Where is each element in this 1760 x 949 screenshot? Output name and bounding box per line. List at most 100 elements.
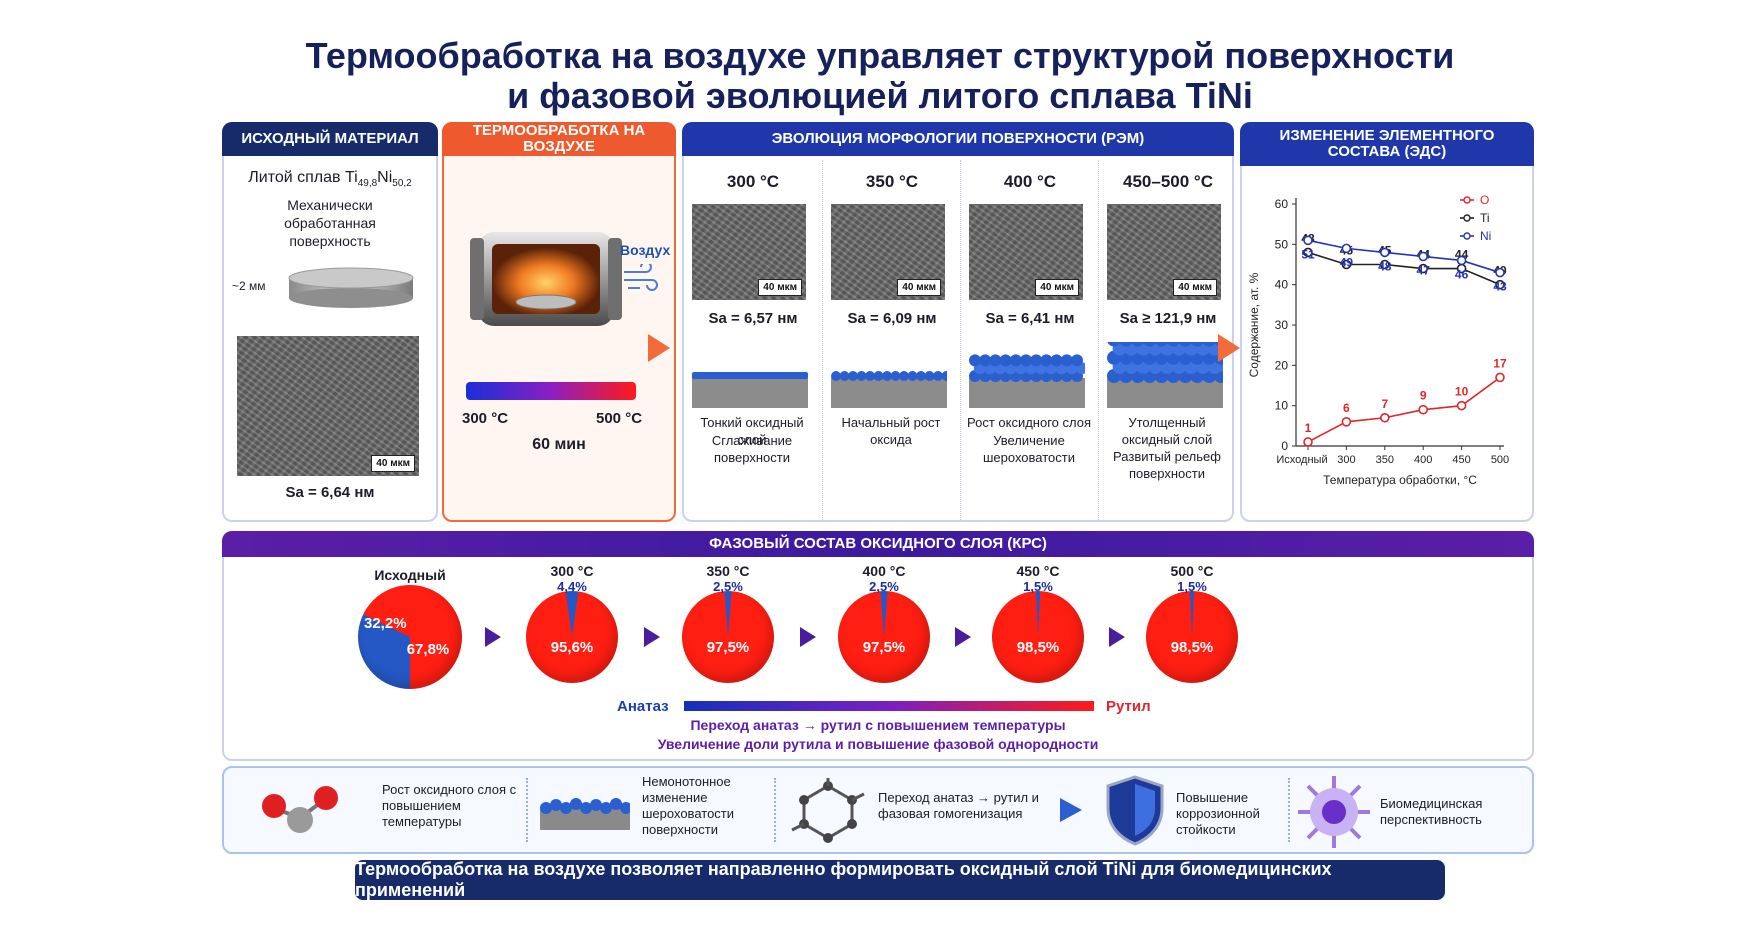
- oxide-grain: [831, 371, 841, 381]
- data-point: [1303, 437, 1313, 447]
- data-label: 46: [1455, 267, 1469, 281]
- air-label: Воздух: [620, 242, 671, 258]
- eds-line-chart: 0 10 20 30 40 50 60 Исходный 300 350 400 450 500 Темп…: [1247, 193, 1509, 487]
- oxide-grain: [848, 371, 858, 381]
- pie-title: 450 °C: [1016, 563, 1060, 579]
- sem-image: 40 мкм: [969, 204, 1083, 300]
- data-label: 6: [1343, 401, 1350, 415]
- thickness-label: ~2 мм: [232, 279, 266, 293]
- pie-rutile-label: 97,5%: [706, 639, 750, 656]
- pie-title: 300 °C: [550, 563, 594, 579]
- divider: [526, 778, 528, 842]
- alloy-name: Литой сплав Ti49,8Ni50,2: [248, 169, 412, 190]
- x-tick-label: 400: [1414, 454, 1432, 466]
- summary-phase-transition: Переход анатаз → рутил и фазовая гомоген…: [878, 790, 1039, 821]
- duration-label: 60 мин: [532, 436, 586, 453]
- oxide-layer-diagram: [1107, 342, 1223, 408]
- data-point: [1418, 263, 1428, 274]
- legend-marker: [1463, 232, 1471, 240]
- sem-sa-value: Sa = 6,41 нм: [985, 310, 1075, 327]
- arrow-right-icon: [485, 627, 501, 647]
- pie-rutile-label: 98,5%: [1170, 639, 1214, 656]
- oxide-grain: [865, 371, 875, 381]
- sem-description: Тонкий оксидный слой: [700, 415, 804, 447]
- oxide-grain: [882, 371, 892, 381]
- pie-title: Исходный: [374, 567, 446, 583]
- substrate: [1107, 378, 1223, 408]
- arrow-right-icon: [800, 627, 816, 647]
- oxide-grain: [916, 371, 926, 381]
- phase-header: ФАЗОВЫЙ СОСТАВ ОКСИДНОГО СЛОЯ (КРС): [222, 531, 1534, 557]
- data-label: 7: [1381, 397, 1388, 411]
- arrow-right-icon: [648, 334, 670, 362]
- sem-description-2: Увеличение шероховатости: [982, 433, 1075, 465]
- data-label: 49: [1340, 255, 1354, 269]
- oxide-layer-diagram: [831, 371, 947, 408]
- heat-treatment-header: ТЕРМООБРАБОТКА НА ВОЗДУХЕ: [442, 122, 676, 156]
- data-label: 48: [1378, 259, 1392, 273]
- phase-panel: ФАЗОВЫЙ СОСТАВ ОКСИДНОГО СЛОЯ (КРС) Исхо…: [222, 531, 1534, 761]
- data-point: [1456, 255, 1467, 266]
- oxide-grain: [1155, 342, 1169, 347]
- data-point: [1380, 247, 1390, 258]
- furnace-icon: [464, 224, 624, 334]
- pie-rutile-label: 98,5%: [1016, 639, 1060, 656]
- x-tick-label: Исходный: [1276, 454, 1327, 466]
- pie-anatase-small: 1,5%: [1023, 579, 1053, 594]
- series-line-Ti: [1307, 251, 1501, 286]
- data-label: 10: [1455, 385, 1469, 399]
- arrow-right-icon: [1060, 798, 1082, 822]
- pie-title: 350 °C: [706, 563, 750, 579]
- data-label: 43: [1493, 280, 1507, 294]
- x-axis-label: Температура обработки, °C: [1323, 473, 1477, 487]
- oxide-layer: [692, 372, 808, 379]
- crystal-structure-icon: [790, 778, 866, 844]
- data-point: [1418, 404, 1428, 415]
- scale-bar: 40 мкм: [1173, 279, 1217, 296]
- legend-label: O: [1480, 193, 1489, 207]
- y-tick-label: 50: [1275, 237, 1289, 251]
- scale-bar: 40 мкм: [371, 455, 415, 472]
- pie-title: 400 °C: [862, 563, 906, 579]
- phase-pie: [838, 591, 930, 683]
- initial-material-panel: ИСХОДНЫЙ МАТЕРИАЛ Литой сплав Ti49,8Ni50…: [222, 122, 438, 522]
- oxide-grain: [1143, 342, 1157, 347]
- sem-image: 40 мкм: [831, 204, 945, 300]
- initial-material-header: ИСХОДНЫЙ МАТЕРИАЛ: [222, 122, 438, 156]
- y-axis-label: Содержание, ат. %: [1247, 272, 1261, 377]
- phase-gradient-bar: [684, 701, 1094, 711]
- pie-title: 500 °C: [1170, 563, 1214, 579]
- oxide-grain: [907, 371, 918, 381]
- phase-pie: [992, 591, 1084, 683]
- summary-corrosion: Повышение коррозионной стойкости: [1176, 790, 1260, 837]
- oxide-grain: [1190, 342, 1204, 347]
- oxide-grain: [979, 354, 992, 367]
- sem-evolution-header: ЭВОЛЮЦИЯ МОРФОЛОГИИ ПОВЕРХНОСТИ (РЭМ): [682, 122, 1234, 156]
- oxide-grain: [969, 354, 981, 367]
- oxide-grain: [1040, 354, 1053, 367]
- data-label: 47: [1417, 263, 1431, 277]
- sem-sa-value: Sa ≥ 121,9 нм: [1119, 310, 1217, 327]
- y-tick-label: 40: [1275, 278, 1289, 292]
- arrow-right-icon: [955, 627, 971, 647]
- legend-label: Ni: [1480, 229, 1491, 243]
- summary-biomedical: Биомедицинская перспективность: [1380, 796, 1483, 827]
- surface-description: Механически обработанная поверхность: [284, 197, 376, 249]
- legend-marker: [1463, 214, 1471, 222]
- scale-bar: 40 мкм: [897, 279, 941, 296]
- summary-oxide-growth: Рост оксидного слоя с повышением темпера…: [382, 782, 517, 829]
- temperature-gradient-bar: [466, 382, 636, 400]
- oxide-grain: [989, 354, 1002, 367]
- data-point: [1341, 243, 1352, 254]
- disc-sample-icon: [286, 264, 416, 314]
- sem-evolution-panel: ЭВОЛЮЦИЯ МОРФОЛОГИИ ПОВЕРХНОСТИ (РЭМ) 30…: [682, 122, 1234, 522]
- substrate: [831, 378, 947, 408]
- arrow-right-icon: [644, 627, 660, 647]
- oxide-grain: [1071, 354, 1083, 367]
- y-tick-label: 30: [1275, 318, 1289, 332]
- sem-description-2: Развитый рельеф поверхности: [1113, 449, 1221, 481]
- data-point: [1380, 259, 1390, 270]
- phase-pie: [1146, 591, 1238, 683]
- phase-pie: [526, 591, 618, 683]
- oxide-grain: [1119, 342, 1133, 347]
